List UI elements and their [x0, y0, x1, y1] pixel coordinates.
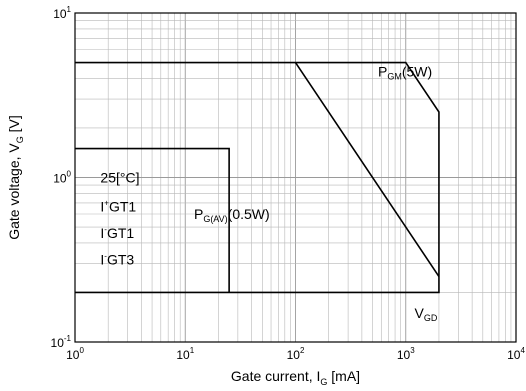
grid [74, 13, 516, 343]
x-axis-label: Gate current, IG [mA] [231, 368, 360, 387]
legend-temperature: 25[°C] [100, 170, 139, 186]
y-tick-label: 100 [53, 170, 71, 186]
y-tick-label: 10-1 [51, 334, 72, 350]
vgd-annotation: VGD [414, 305, 437, 323]
x-tick-label: 103 [397, 346, 415, 362]
pgm-annotation: PGM(5W) [378, 64, 432, 82]
x-tick-label: 100 [66, 346, 84, 362]
x-tick-label: 101 [176, 346, 194, 362]
y-tick-label: 101 [53, 5, 71, 21]
pgav-annotation: PG(AV)(0.5W) [194, 206, 270, 224]
y-axis-label: Gate voltage, VG [V] [6, 115, 25, 240]
y-axis-ticks: 10-1 100 101 [51, 5, 72, 350]
legend-igt1-plus: I+GT1 [100, 199, 136, 215]
x-tick-label: 104 [507, 346, 525, 362]
curves [75, 61, 440, 294]
x-tick-label: 102 [287, 346, 305, 362]
legend-igt3-minus: I-GT3 [100, 252, 134, 268]
x-axis-ticks: 100 101 102 103 104 [66, 346, 525, 362]
series-line-3 [75, 147, 230, 293]
legend-igt1-minus: I-GT1 [100, 225, 134, 241]
series-line-2 [294, 62, 440, 277]
plot-frame [74, 12, 517, 343]
series-line-1 [75, 61, 440, 294]
